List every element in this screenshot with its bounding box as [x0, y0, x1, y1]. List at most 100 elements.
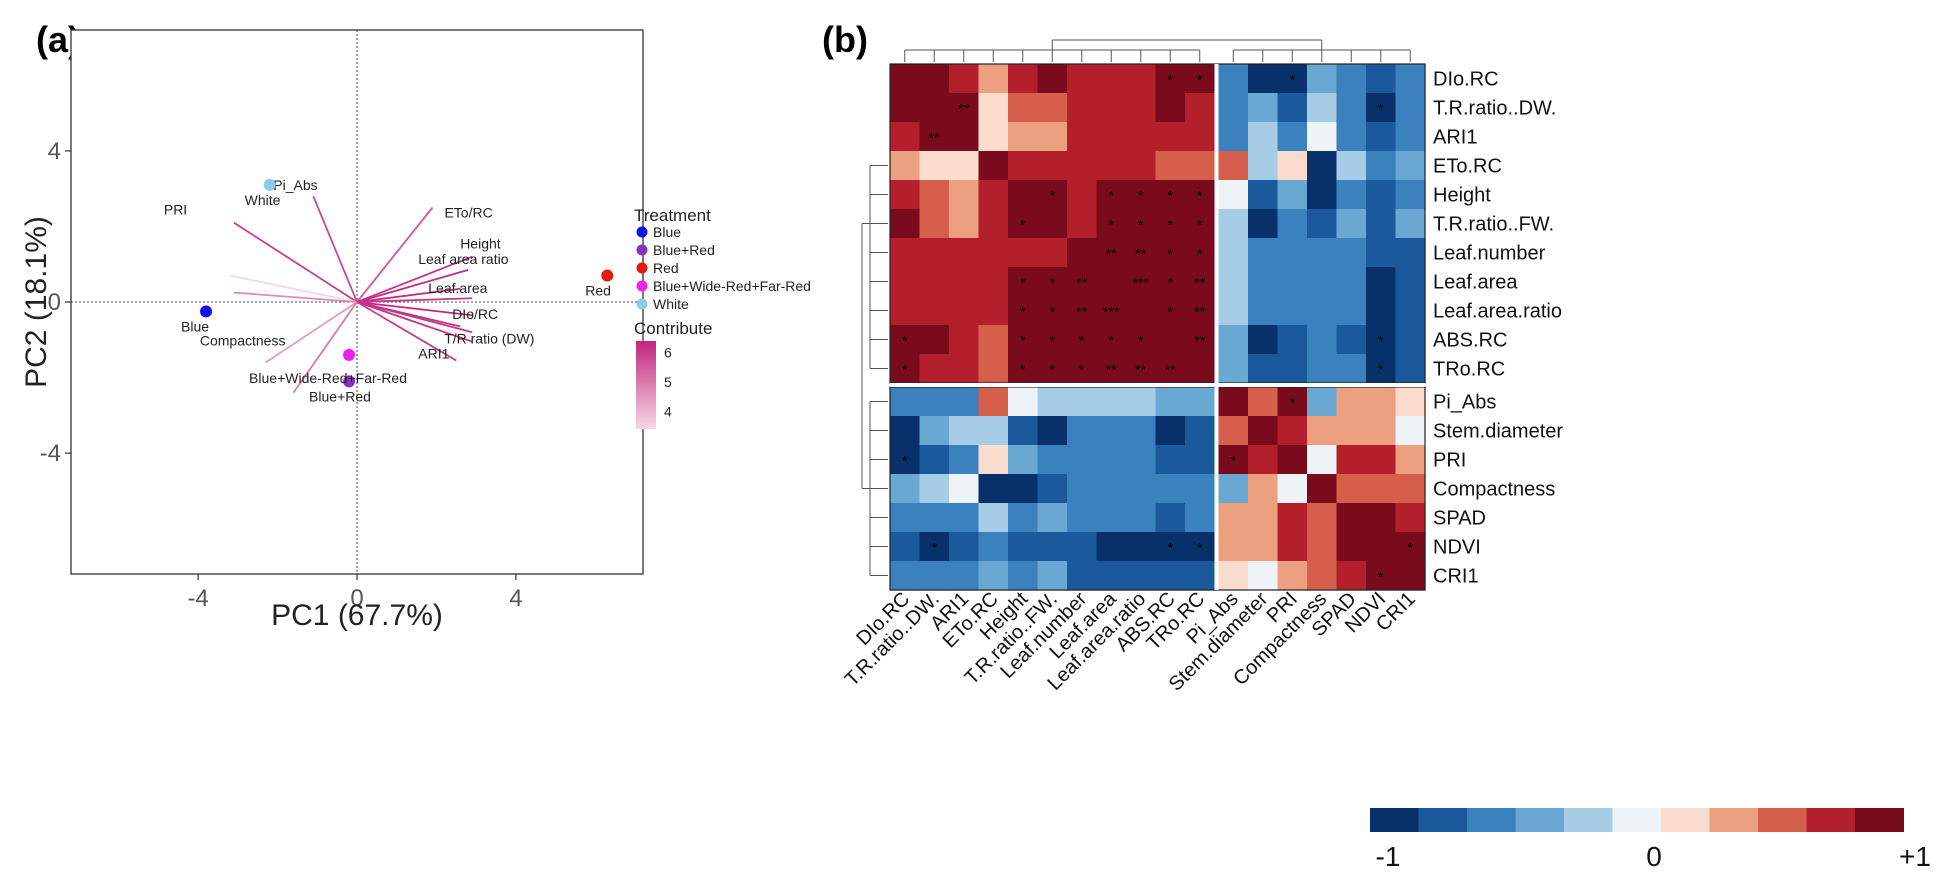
vector-label-pi-abs: Pi_Abs [273, 177, 317, 193]
heat-cell [949, 354, 980, 384]
heat-cell [1336, 561, 1367, 591]
heat-cell [1008, 151, 1039, 181]
significance-mark: * [1109, 188, 1115, 204]
vector-label-t-r-ratio-dw: T/R ratio (DW) [444, 331, 534, 347]
heat-cell [1307, 561, 1338, 591]
heat-cell [1218, 561, 1249, 591]
row-label-ari1: ARI1 [1433, 127, 1477, 149]
heat-cell [1366, 209, 1397, 239]
heat-cell [1218, 503, 1249, 533]
heat-cell [919, 503, 950, 533]
heat-cell [1037, 64, 1068, 94]
heat-cell [1336, 354, 1367, 384]
heat-cell [1395, 267, 1426, 297]
heat-cell [1037, 532, 1068, 562]
heat-cell [1067, 267, 1098, 297]
row-label-height: Height [1433, 185, 1491, 207]
contribute-legend-title: Contribute [634, 319, 712, 338]
heat-cell [1008, 209, 1039, 239]
row-label-abs-rc: ABS.RC [1433, 330, 1507, 352]
heat-cell [1037, 474, 1068, 504]
scale-swatch [1758, 808, 1807, 832]
heat-cell [1126, 561, 1157, 591]
heat-cell [1218, 445, 1249, 475]
heat-cell [1218, 267, 1249, 297]
heat-cell [1185, 325, 1216, 355]
heat-cell [1248, 532, 1279, 562]
point-blue-wide-red-far-red [343, 348, 356, 361]
legend-swatch-blue-wide-red-far-red [636, 280, 648, 292]
heat-cell [1096, 561, 1127, 591]
significance-mark: ** [1076, 304, 1087, 320]
heat-cell [1336, 151, 1367, 181]
heat-cell [1067, 532, 1098, 562]
heat-cell [1277, 325, 1308, 355]
heat-cell [1277, 151, 1308, 181]
heat-cell [1277, 445, 1308, 475]
significance-mark: ** [1135, 362, 1146, 378]
scale-swatch [1806, 808, 1856, 832]
y-tick-label: 0 [48, 289, 61, 316]
vector-height [356, 255, 473, 303]
heat-cell [1336, 445, 1367, 475]
heat-cell [1248, 354, 1279, 384]
heat-cell [1008, 296, 1039, 326]
significance-mark: * [1168, 540, 1174, 556]
heat-cell [1185, 267, 1216, 297]
heat-cell [1155, 354, 1186, 384]
heat-cell [890, 503, 921, 533]
vector-pi-abs [312, 195, 358, 303]
heat-cell [1277, 503, 1308, 533]
heat-cell [1395, 387, 1426, 417]
heat-cell [978, 387, 1009, 417]
heat-cell [949, 122, 980, 152]
heat-cell [1096, 64, 1127, 94]
heat-cell [890, 354, 921, 384]
vector-label-leaf-area: Leaf.area [428, 280, 487, 296]
column-dendrogram [904, 39, 1411, 62]
heat-cell [1008, 180, 1039, 210]
heat-cell [1307, 354, 1338, 384]
heat-cell [1248, 151, 1279, 181]
row-label-leaf-area-ratio: Leaf.area.ratio [1433, 301, 1562, 323]
significance-mark: * [932, 540, 938, 556]
heat-cell [949, 325, 980, 355]
heat-cell [890, 416, 921, 446]
heat-cell [1218, 238, 1249, 268]
heat-cell [1395, 64, 1426, 94]
heat-cell [1395, 238, 1426, 268]
heat-cell [1037, 445, 1068, 475]
heat-cell [1126, 503, 1157, 533]
heat-cell [890, 296, 921, 326]
heat-cell [1185, 503, 1216, 533]
heat-cell [1126, 474, 1157, 504]
heat-cell [1185, 354, 1216, 384]
significance-mark: * [1079, 333, 1085, 349]
heat-cell [978, 445, 1009, 475]
significance-mark: * [1138, 333, 1144, 349]
heat-cell [1248, 561, 1279, 591]
heat-cell [919, 387, 950, 417]
heat-cell [1307, 122, 1338, 152]
heat-cell [890, 93, 921, 123]
heat-cell [1307, 474, 1338, 504]
heat-cell [1336, 296, 1367, 326]
heat-cell [1248, 238, 1279, 268]
heat-cell [1395, 445, 1426, 475]
heat-cell [1366, 296, 1397, 326]
scale-swatch [1515, 808, 1565, 832]
heat-cell [1155, 387, 1186, 417]
y-tick-label: 4 [48, 138, 61, 165]
vector-tro-rc [356, 301, 461, 328]
heat-cell [978, 209, 1009, 239]
heat-cell [919, 416, 950, 446]
heat-cell [1067, 296, 1098, 326]
heat-cell [1155, 93, 1186, 123]
vector-compactness [229, 274, 358, 303]
heat-cell [1037, 387, 1068, 417]
significance-mark: * [1168, 188, 1174, 204]
heat-cell [978, 122, 1009, 152]
heat-cell [1395, 474, 1426, 504]
heat-cell [1037, 209, 1068, 239]
